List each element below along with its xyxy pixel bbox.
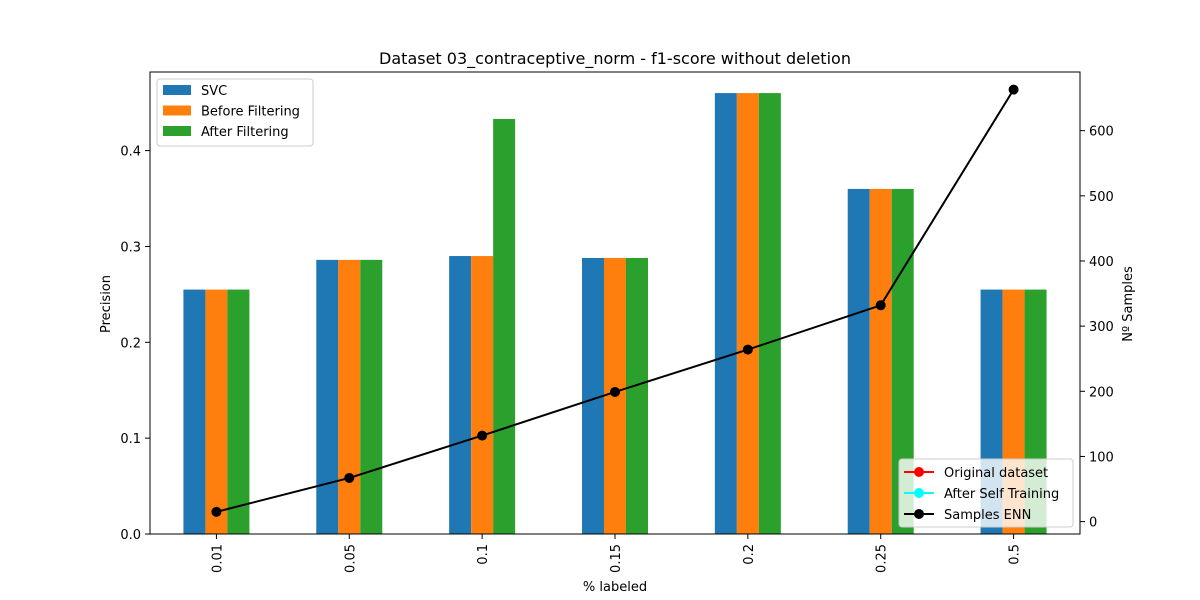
line-point [211,506,222,517]
bar-after-filtering [891,188,914,535]
bar-svc [847,188,870,535]
y-tick-label: 0.3 [120,240,141,255]
y2-tick-label: 600 [1089,125,1114,140]
chart-title: Dataset 03_contraceptive_norm - f1-score… [379,49,851,69]
bar-after-filtering [758,93,781,535]
y-tick-label: 0.2 [120,336,141,351]
legend-swatch [163,126,191,136]
bar-after-filtering [493,118,516,535]
x-tick-label: 0.15 [609,544,624,573]
line-legend-box [898,458,1074,528]
bar-after-filtering [227,289,250,534]
legend-label: After Filtering [201,125,289,140]
y-tick-label: 0.4 [120,145,141,160]
bar-svc [582,257,604,534]
x-tick-label: 0.5 [1008,544,1023,565]
bar-before-filtering [869,188,892,535]
x-tick-label: 0.25 [875,544,890,573]
bar-legend: SVC Before Filtering After Filtering [156,78,314,147]
x-axis-label: % labeled [583,580,647,595]
bar-before-filtering [205,289,228,534]
x-tick-label: 0.01 [210,544,225,573]
line-point [477,430,488,441]
bar-legend-box [156,78,314,147]
bar-svc [449,256,472,534]
y2-tick-label: 100 [1089,450,1114,465]
legend-marker [914,509,924,519]
legend-marker [914,488,924,498]
line-point [610,386,620,397]
x-tick-label: 0.2 [742,544,757,565]
y2-tick-label: 200 [1089,385,1114,400]
legend-label: Samples ENN [944,508,1031,523]
legend-label: SVC [201,84,227,99]
line-point [1008,84,1019,95]
bar-svc [714,93,737,535]
y-tick-label: 0.0 [120,528,141,543]
y2-axis-label: Nº Samples [1121,266,1136,342]
line-point [742,344,753,355]
line-point [875,300,886,311]
bar-before-filtering [338,259,361,534]
y-tick-label: 0.1 [120,432,141,447]
x-tick-label: 0.1 [476,544,491,565]
bar-before-filtering [471,256,494,534]
legend-swatch [163,105,191,116]
y-axis-label: Precision [99,275,114,333]
x-tick-label: 0.05 [343,544,358,573]
line-point [344,472,355,483]
axes-layer: 0.0 0.1 0.2 0.3 0.4 0 100 200 300 400 500 600 0.01 0.… [120,71,1114,573]
y2-tick-label: 300 [1089,320,1114,335]
y2-tick-label: 0 [1089,516,1097,531]
bar-svc [316,259,339,534]
bar-before-filtering [736,93,759,535]
bar-after-filtering [360,259,383,534]
lines-layer [211,84,1019,517]
bar-after-filtering [626,257,648,534]
legend-marker [914,467,924,477]
line-legend: Original dataset After Self Training Sampl… [898,458,1074,528]
y2-tick-label: 500 [1089,190,1114,205]
y2-tick-label: 400 [1089,255,1114,270]
legend-label: Original dataset [944,466,1048,481]
legend-swatch [163,85,191,95]
bar-svc [183,289,206,534]
legend-label: After Self Training [944,487,1059,502]
legend-label: Before Filtering [201,105,300,120]
